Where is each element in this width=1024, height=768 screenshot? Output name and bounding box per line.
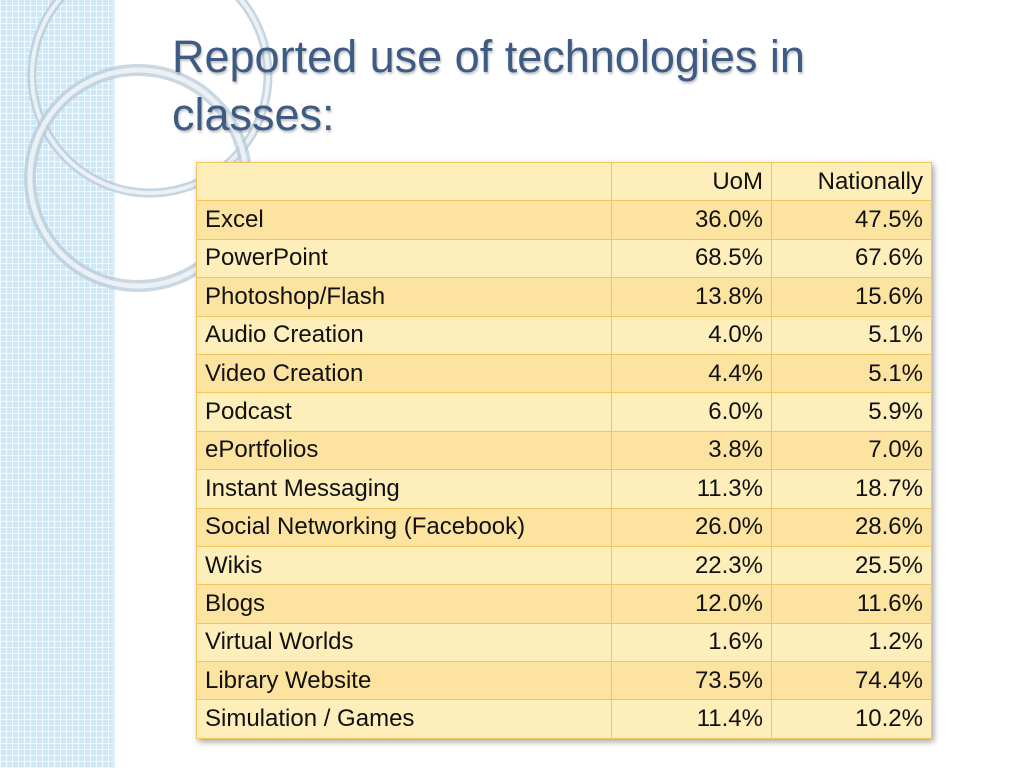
row-cell-nationally: 15.6% (771, 277, 932, 317)
row-cell-uom: 36.0% (611, 200, 772, 240)
technology-usage-table: UoM Nationally Excel 36.0% 47.5% PowerPoint… (196, 161, 932, 739)
row-cell-uom: 11.4% (611, 699, 772, 739)
row-cell-nationally: 18.7% (771, 469, 932, 509)
table-row: Audio Creation 4.0% 5.1% (196, 315, 932, 355)
row-cell-uom: 12.0% (611, 584, 772, 624)
header-cell-uom: UoM (611, 161, 772, 202)
row-cell-nationally: 7.0% (771, 430, 932, 471)
table-row: ePortfolios 3.8% 7.0% (196, 430, 932, 471)
table-row: Virtual Worlds 1.6% 1.2% (196, 622, 932, 663)
header-cell-nationally: Nationally (771, 161, 932, 202)
row-cell-nationally: 1.2% (771, 622, 932, 663)
row-cell-uom: 1.6% (611, 622, 772, 663)
row-cell-uom: 13.8% (611, 277, 772, 317)
row-cell-nationally: 28.6% (771, 507, 932, 547)
row-cell-uom: 26.0% (611, 507, 772, 547)
row-cell-technology: Audio Creation (196, 315, 612, 355)
row-cell-nationally: 5.9% (771, 392, 932, 432)
row-cell-technology: ePortfolios (196, 430, 612, 471)
table-row: Wikis 22.3% 25.5% (196, 545, 932, 586)
row-cell-technology: Wikis (196, 545, 612, 586)
table-row: Blogs 12.0% 11.6% (196, 584, 932, 624)
row-cell-nationally: 5.1% (771, 315, 932, 355)
table-row: Photoshop/Flash 13.8% 15.6% (196, 277, 932, 317)
row-cell-nationally: 11.6% (771, 584, 932, 624)
row-cell-nationally: 67.6% (771, 238, 932, 279)
table-row: Video Creation 4.4% 5.1% (196, 353, 932, 394)
table-row: Social Networking (Facebook) 26.0% 28.6% (196, 507, 932, 547)
row-cell-uom: 68.5% (611, 238, 772, 279)
table-row: Simulation / Games 11.4% 10.2% (196, 699, 932, 739)
row-cell-uom: 11.3% (611, 469, 772, 509)
row-cell-technology: Virtual Worlds (196, 622, 612, 663)
row-cell-technology: Excel (196, 200, 612, 240)
row-cell-technology: Simulation / Games (196, 699, 612, 739)
data-table-container: UoM Nationally Excel 36.0% 47.5% PowerPoint… (196, 161, 932, 739)
side-divider (113, 0, 115, 768)
row-cell-technology: Blogs (196, 584, 612, 624)
table-row: PowerPoint 68.5% 67.6% (196, 238, 932, 279)
row-cell-nationally: 25.5% (771, 545, 932, 586)
row-cell-technology: Social Networking (Facebook) (196, 507, 612, 547)
row-cell-uom: 6.0% (611, 392, 772, 432)
table-row: Library Website 73.5% 74.4% (196, 661, 932, 701)
row-cell-uom: 22.3% (611, 545, 772, 586)
row-cell-technology: Podcast (196, 392, 612, 432)
row-cell-technology: PowerPoint (196, 238, 612, 279)
row-cell-nationally: 74.4% (771, 661, 932, 701)
row-cell-uom: 4.0% (611, 315, 772, 355)
header-cell-category (196, 161, 612, 202)
row-cell-nationally: 10.2% (771, 699, 932, 739)
row-cell-uom: 3.8% (611, 430, 772, 471)
decorative-side-strip (0, 0, 113, 768)
row-cell-uom: 4.4% (611, 353, 772, 394)
row-cell-nationally: 47.5% (771, 200, 932, 240)
table-row: Podcast 6.0% 5.9% (196, 392, 932, 432)
slide-title: Reported use of technologies in classes: (172, 31, 805, 140)
row-cell-technology: Video Creation (196, 353, 612, 394)
row-cell-uom: 73.5% (611, 661, 772, 701)
row-cell-technology: Library Website (196, 661, 612, 701)
row-cell-technology: Photoshop/Flash (196, 277, 612, 317)
table-header-row: UoM Nationally (196, 161, 932, 202)
row-cell-nationally: 5.1% (771, 353, 932, 394)
row-cell-technology: Instant Messaging (196, 469, 612, 509)
table-row: Instant Messaging 11.3% 18.7% (196, 469, 932, 509)
table-row: Excel 36.0% 47.5% (196, 200, 932, 240)
